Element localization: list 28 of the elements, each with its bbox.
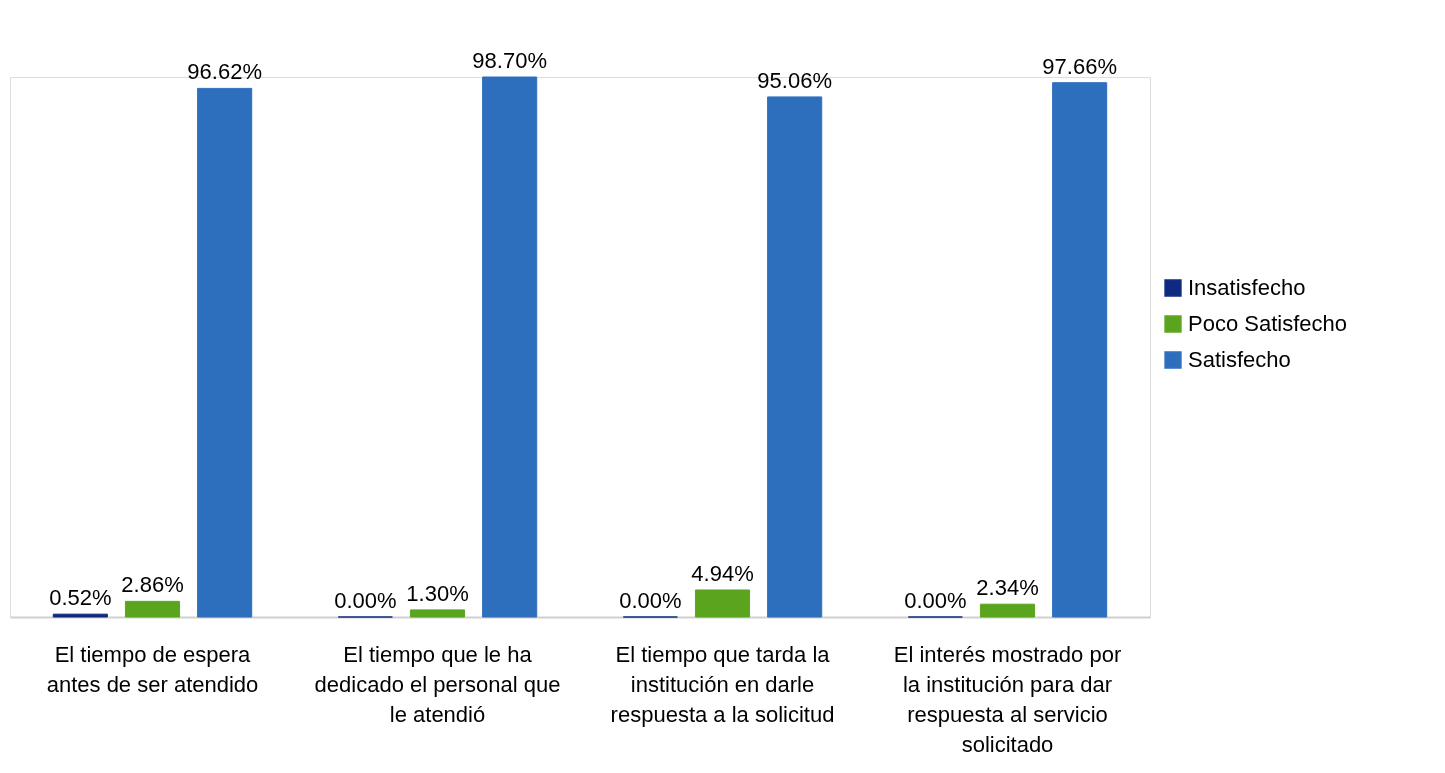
data-label: 0.00% <box>904 588 967 613</box>
x-tick-label: El tiempo de espera antes de ser atendido <box>46 642 259 697</box>
bar <box>1052 82 1108 618</box>
x-tick-label: El tiempo que tarda la institución en darle respuesta a la solicitud <box>610 642 835 727</box>
bar <box>767 96 823 618</box>
x-tick-label: El interés mostrado por la institución para dar respuesta al servicio solicitado <box>893 642 1122 757</box>
data-label: 98.70% <box>472 48 547 73</box>
data-label: 95.06% <box>757 67 832 93</box>
bar <box>52 613 108 618</box>
data-label: 1.30% <box>406 580 469 606</box>
data-label: 2.34% <box>976 575 1039 601</box>
legend-label: Poco Satisfecho <box>1188 311 1347 336</box>
data-label: 0.52% <box>49 585 112 611</box>
data-label: 96.62% <box>187 59 262 85</box>
data-label: 0.00% <box>334 588 397 613</box>
x-tick-label: El tiempo que le ha dedicado el personal que le atendió <box>314 642 561 727</box>
data-label: 4.94% <box>691 560 754 586</box>
data-label: 97.66% <box>1042 53 1117 79</box>
bar <box>197 87 253 618</box>
bar <box>409 609 466 618</box>
bar <box>124 600 181 618</box>
bar <box>482 76 538 618</box>
legend-label: Insatisfecho <box>1188 275 1306 300</box>
bar <box>979 603 1036 618</box>
legend-label: Satisfecho <box>1188 347 1291 372</box>
data-label: 0.00% <box>619 588 682 613</box>
bar <box>694 589 751 618</box>
data-label: 2.86% <box>121 572 184 598</box>
